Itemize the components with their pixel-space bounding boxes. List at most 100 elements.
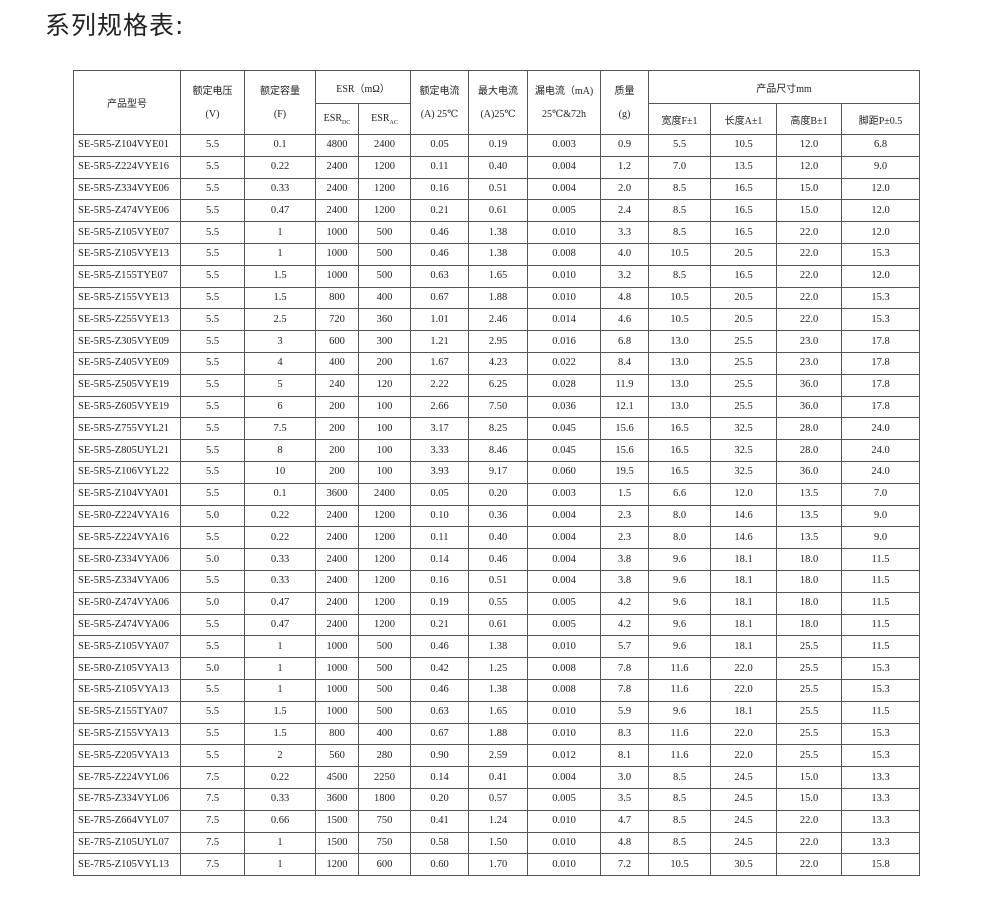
value-cell: 5.5 (180, 242, 245, 266)
table-row: SE-5R5-Z474VYE06 5.5 0.47 2400 1200 0.21 0.61 0… (73, 199, 920, 223)
value-cell: 7.8 (600, 657, 649, 680)
value-cell: 8.5 (648, 809, 711, 833)
value-cell: 2.46 (468, 308, 528, 332)
header-cell: 质量 (g) (600, 70, 649, 135)
value-cell: 0.05 (410, 134, 469, 157)
value-cell: 100 (358, 439, 411, 462)
value-cell: 25.5 (776, 744, 842, 768)
model-cell: SE-5R5-Z104VYA01 (73, 482, 181, 506)
value-cell: 8.4 (600, 351, 649, 375)
value-cell: 5.5 (180, 221, 245, 244)
model-cell: SE-5R5-Z105VYA07 (73, 635, 181, 659)
value-cell: 5.0 (180, 591, 245, 615)
header-cell: 产品尺寸mm (648, 70, 920, 104)
value-cell: 4.6 (600, 308, 649, 332)
value-cell: 0.51 (468, 177, 528, 201)
value-cell: 0.61 (468, 613, 528, 637)
value-cell: 1 (244, 242, 316, 266)
value-cell: 0.61 (468, 199, 528, 223)
value-cell: 200 (315, 417, 359, 441)
value-cell: 1 (244, 635, 316, 659)
value-cell: 5.5 (180, 700, 245, 724)
value-cell: 13.5 (710, 155, 777, 179)
value-cell: 25.5 (710, 395, 777, 419)
value-cell: 5.5 (648, 134, 711, 157)
value-cell: 14.6 (710, 504, 777, 528)
table-row: SE-5R5-Z105VYA13 5.5 1 1000 500 0.46 1.38 0.008… (73, 678, 920, 702)
model-cell: SE-5R5-Z505VYE19 (73, 373, 181, 397)
value-cell: 8.5 (648, 831, 711, 855)
value-cell: 500 (358, 678, 411, 702)
value-cell: 5.5 (180, 199, 245, 223)
value-cell: 5.9 (600, 700, 649, 724)
value-cell: 9.6 (648, 591, 711, 615)
value-cell: 0.9 (600, 134, 649, 157)
value-cell: 0.66 (244, 809, 316, 833)
header-unit: 25℃&72h (542, 108, 586, 120)
value-cell: 2400 (315, 591, 359, 615)
value-cell: 6.25 (468, 373, 528, 397)
value-cell: 1200 (358, 177, 411, 201)
value-cell: 720 (315, 308, 359, 332)
value-cell: 25.5 (776, 657, 842, 680)
header-cell: 脚距P±0.5 (841, 103, 920, 135)
value-cell: 400 (315, 351, 359, 375)
value-cell: 22.0 (776, 264, 842, 288)
value-cell: 1.50 (468, 831, 528, 855)
model-cell: SE-7R5-Z105UYL07 (73, 831, 181, 855)
table-row: SE-5R5-Z155VYE13 5.5 1.5 800 400 0.67 1.88 0.01… (73, 286, 920, 310)
value-cell: 1.5 (600, 482, 649, 506)
value-cell: 0.003 (527, 134, 601, 157)
value-cell: 0.46 (468, 548, 528, 571)
value-cell: 5.5 (180, 155, 245, 179)
value-cell: 2400 (315, 199, 359, 223)
value-cell: 1800 (358, 787, 411, 811)
header-label: 质量 (614, 85, 635, 97)
value-cell: 3.33 (410, 439, 469, 462)
value-cell: 11.6 (648, 744, 711, 768)
value-cell: 3.8 (600, 548, 649, 571)
value-cell: 8.5 (648, 766, 711, 789)
value-cell: 22.0 (710, 678, 777, 702)
value-cell: 5.5 (180, 395, 245, 419)
model-cell: SE-7R5-Z664VYL07 (73, 809, 181, 833)
value-cell: 0.22 (244, 526, 316, 550)
value-cell: 24.5 (710, 766, 777, 789)
table-row: SE-5R5-Z104VYE01 5.5 0.1 4800 2400 0.05 0.19 0.… (73, 134, 920, 157)
value-cell: 750 (358, 831, 411, 855)
table-header: 产品型号 额定电压 (V) 额定容量 (F) ESR（mΩ） 额定电流 (A) 25℃… (73, 70, 920, 135)
value-cell: 0.36 (468, 504, 528, 528)
model-cell: SE-5R5-Z205VYA13 (73, 744, 181, 768)
value-cell: 16.5 (648, 417, 711, 441)
value-cell: 750 (358, 809, 411, 833)
table-row: SE-5R0-Z105VYA13 5.0 1 1000 500 0.42 1.25 0.008… (73, 657, 920, 680)
value-cell: 16.5 (648, 439, 711, 462)
table-body: SE-5R5-Z104VYE01 5.5 0.1 4800 2400 0.05 0.19 0.… (73, 134, 920, 877)
value-cell: 15.0 (776, 766, 842, 789)
value-cell: 1000 (315, 221, 359, 244)
value-cell: 9.6 (648, 635, 711, 659)
value-cell: 15.6 (600, 439, 649, 462)
value-cell: 11.5 (841, 548, 920, 571)
value-cell: 2.0 (600, 177, 649, 201)
table-row: SE-5R5-Z105VYE13 5.5 1 1000 500 0.46 1.38 0.008… (73, 242, 920, 266)
value-cell: 4.8 (600, 286, 649, 310)
value-cell: 0.022 (527, 351, 601, 375)
value-cell: 9.6 (648, 700, 711, 724)
value-cell: 0.004 (527, 548, 601, 571)
value-cell: 36.0 (776, 373, 842, 397)
model-cell: SE-7R5-Z105VYL13 (73, 853, 181, 877)
value-cell: 280 (358, 744, 411, 768)
value-cell: 0.33 (244, 569, 316, 593)
value-cell: 0.003 (527, 482, 601, 506)
value-cell: 1000 (315, 635, 359, 659)
value-cell: 800 (315, 286, 359, 310)
value-cell: 5.5 (180, 286, 245, 310)
value-cell: 16.5 (710, 264, 777, 288)
value-cell: 8.5 (648, 787, 711, 811)
value-cell: 1 (244, 657, 316, 680)
value-cell: 23.0 (776, 330, 842, 353)
model-cell: SE-5R5-Z155VYE13 (73, 286, 181, 310)
value-cell: 16.5 (648, 460, 711, 484)
value-cell: 0.67 (410, 722, 469, 746)
